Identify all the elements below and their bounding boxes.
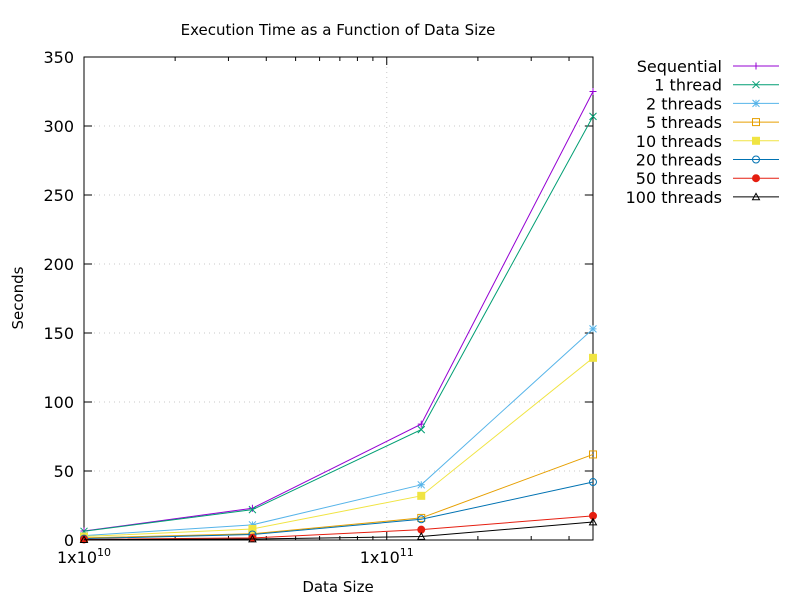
series-50-threads — [80, 511, 597, 544]
y-tick-label: 200 — [43, 255, 74, 274]
series-1-thread — [80, 112, 597, 536]
legend-item: Sequential — [637, 57, 779, 76]
data-point — [589, 325, 597, 333]
data-point — [752, 62, 760, 70]
series-line — [83, 481, 594, 540]
chart-title: Execution Time as a Function of Data Siz… — [181, 21, 496, 39]
data-point — [589, 112, 597, 121]
legend-item: 5 threads — [646, 113, 779, 132]
data-point — [589, 353, 597, 362]
legend-label: 20 threads — [636, 151, 722, 170]
series-line — [83, 91, 594, 532]
y-tick-label: 50 — [54, 462, 74, 481]
legend-item: 100 threads — [626, 188, 779, 207]
data-point — [416, 532, 426, 540]
y-tick-label: 100 — [43, 393, 74, 412]
data-point — [752, 174, 760, 183]
legend-item: 1 thread — [654, 76, 779, 95]
series-10-threads — [80, 353, 597, 541]
series-line — [83, 116, 594, 532]
x-tick-label: 1x1010 — [57, 546, 111, 567]
legend-label: 1 thread — [654, 76, 722, 95]
data-series — [79, 88, 598, 544]
x-axis-label: Data Size — [302, 578, 373, 596]
series-line — [83, 515, 594, 540]
series-line — [83, 328, 594, 537]
plot-frame — [83, 56, 594, 541]
axis-ticks: 0 50 100 150 200 250 300 350 1x1010 1x1011 — [43, 48, 593, 567]
series-line — [83, 453, 594, 539]
grid — [84, 57, 593, 540]
y-tick-label: 150 — [43, 324, 74, 343]
legend-label: 50 threads — [636, 169, 722, 188]
data-point — [589, 478, 597, 487]
data-point — [752, 155, 760, 164]
data-point — [589, 450, 597, 459]
y-axis-label: Seconds — [9, 266, 27, 329]
legend-item: 20 threads — [636, 151, 779, 170]
series-20-threads — [80, 478, 597, 543]
y-tick-label: 250 — [43, 186, 74, 205]
y-tick-label: 0 — [64, 531, 74, 550]
series-2-threads — [80, 325, 597, 540]
legend-label: 10 threads — [636, 132, 722, 151]
data-point — [588, 517, 598, 526]
series-line — [83, 521, 594, 541]
legend-item: 10 threads — [636, 132, 779, 151]
data-point — [417, 480, 426, 489]
data-point — [417, 491, 426, 500]
legend-item: 50 threads — [636, 169, 779, 188]
legend-label: 2 threads — [646, 94, 722, 113]
y-tick-label: 300 — [43, 117, 74, 136]
data-point — [417, 425, 426, 434]
legend-item: 2 threads — [646, 94, 779, 113]
data-point — [752, 136, 760, 145]
data-point — [751, 192, 761, 201]
data-point — [417, 515, 426, 524]
series-sequential — [80, 88, 597, 535]
data-point — [417, 420, 425, 428]
data-point — [752, 80, 760, 89]
series-line — [83, 357, 594, 538]
y-tick-label: 350 — [43, 48, 74, 67]
data-point — [752, 118, 760, 127]
legend-label: Sequential — [637, 57, 722, 76]
data-point — [248, 520, 257, 529]
series-100-threads — [79, 517, 598, 544]
data-point — [248, 505, 257, 514]
data-point — [248, 524, 257, 533]
legend-label: 5 threads — [646, 113, 722, 132]
data-point — [752, 99, 760, 108]
x-tick-label: 1x1011 — [360, 546, 414, 567]
data-point — [589, 88, 597, 95]
data-point — [248, 534, 257, 543]
legend-label: 100 threads — [626, 188, 722, 207]
data-point — [79, 535, 89, 544]
